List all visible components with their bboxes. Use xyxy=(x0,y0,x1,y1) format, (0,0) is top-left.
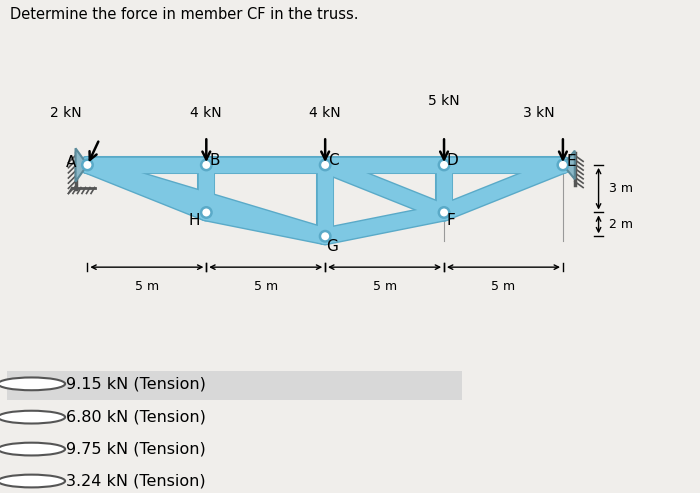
Polygon shape xyxy=(76,148,88,181)
Text: 5 m: 5 m xyxy=(372,280,397,293)
Text: 6.80 kN (Tension): 6.80 kN (Tension) xyxy=(66,410,206,424)
FancyBboxPatch shape xyxy=(7,371,462,400)
Text: H: H xyxy=(189,213,200,228)
Circle shape xyxy=(439,160,449,170)
Circle shape xyxy=(558,160,568,170)
Text: 2 kN: 2 kN xyxy=(50,106,82,120)
Polygon shape xyxy=(563,151,575,179)
Text: 5 m: 5 m xyxy=(491,280,515,293)
Text: F: F xyxy=(447,213,456,228)
Text: 4 kN: 4 kN xyxy=(309,106,341,120)
Circle shape xyxy=(0,475,65,488)
Text: 4 kN: 4 kN xyxy=(190,106,222,120)
Text: 2 m: 2 m xyxy=(609,218,634,231)
Circle shape xyxy=(439,207,449,218)
Text: Determine the force in member CF in the truss.: Determine the force in member CF in the … xyxy=(10,7,359,22)
Text: E: E xyxy=(566,154,576,169)
Text: C: C xyxy=(328,153,339,168)
Circle shape xyxy=(320,231,330,242)
Text: 3 m: 3 m xyxy=(609,182,634,195)
Text: G: G xyxy=(326,240,338,254)
Text: 5 kN: 5 kN xyxy=(428,94,460,108)
Circle shape xyxy=(82,160,92,170)
Text: D: D xyxy=(447,153,459,168)
Circle shape xyxy=(201,160,211,170)
Circle shape xyxy=(0,378,65,390)
Text: 5 m: 5 m xyxy=(135,280,159,293)
Circle shape xyxy=(201,207,211,218)
Text: 3.24 kN (Tension): 3.24 kN (Tension) xyxy=(66,473,206,489)
Text: B: B xyxy=(209,153,220,168)
Text: 5 m: 5 m xyxy=(253,280,278,293)
Text: 9.75 kN (Tension): 9.75 kN (Tension) xyxy=(66,442,206,457)
Circle shape xyxy=(320,160,330,170)
Text: 3 kN: 3 kN xyxy=(524,106,555,120)
Text: 9.15 kN (Tension): 9.15 kN (Tension) xyxy=(66,376,206,391)
Circle shape xyxy=(0,411,65,423)
Text: A: A xyxy=(66,155,76,170)
Circle shape xyxy=(0,443,65,456)
